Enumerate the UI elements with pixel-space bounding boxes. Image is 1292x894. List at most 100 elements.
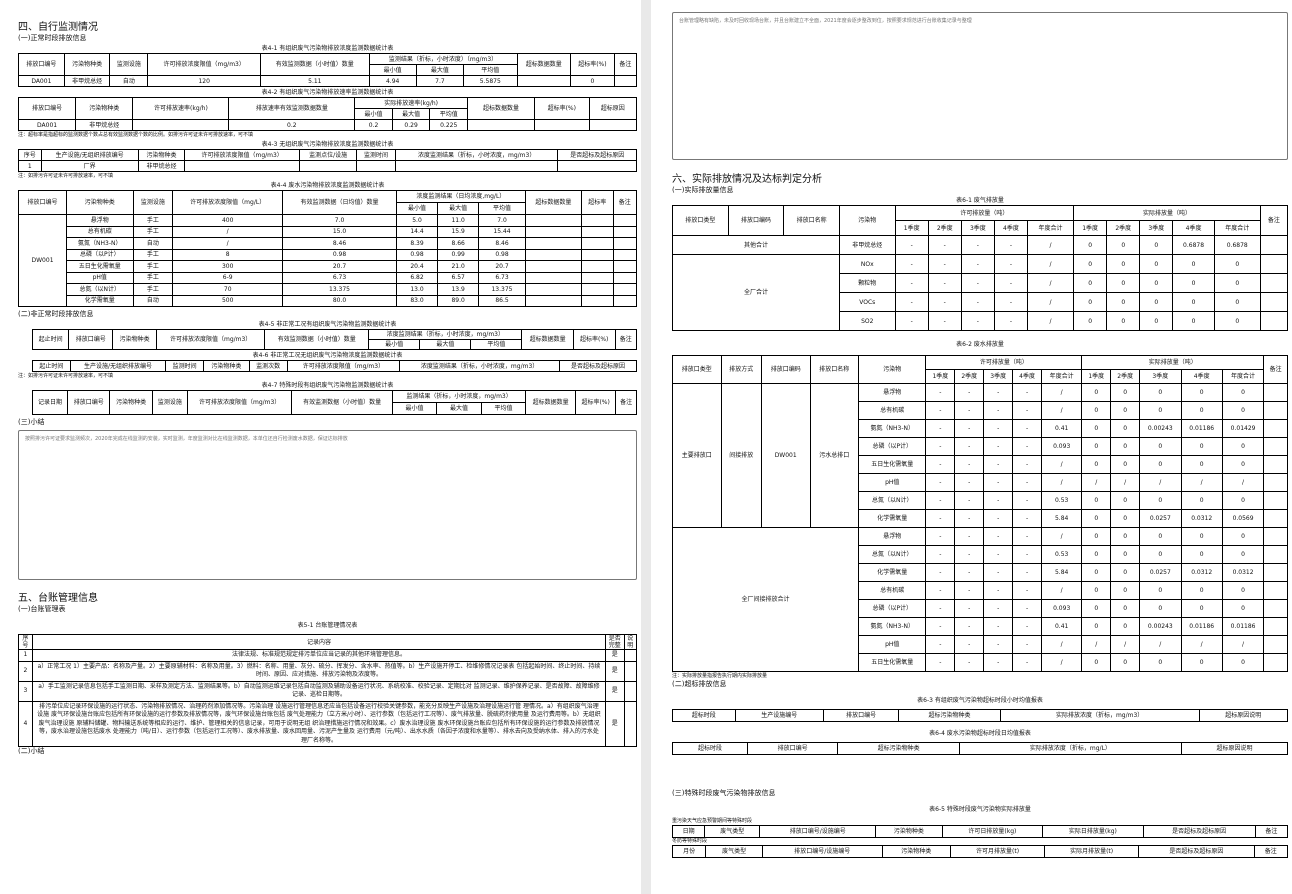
table-cell: 0 [1213, 254, 1261, 274]
table-cell: - [925, 383, 956, 402]
table-cell: 悬浮物 [858, 383, 927, 402]
table-cell: 0.01186 [1180, 419, 1223, 438]
table-cell: 0 [1110, 383, 1141, 402]
table-cell: - [954, 617, 985, 636]
table-cell: 0.2 [228, 119, 356, 131]
table-cell [581, 283, 614, 296]
table-caption: 表6-2 废水排放量 [956, 341, 1004, 348]
table-6-2: 排放口类型 排放方式 排放口编码 排放口名称 污染物 许可排放量（吨） 实际排放量（吨） 备注… [671, 355, 1288, 672]
table-cell [1263, 581, 1288, 600]
table-header-cell: 超标污染物种类 [898, 709, 1001, 722]
summary-textarea[interactable]: 按照排污许可证要求监测频次，2020年完成在线监测的安装，实时监测，年度监测对比… [18, 430, 637, 580]
table-header-cell: 污染物种类 [109, 390, 153, 415]
table-cell: 0.0312 [1180, 563, 1223, 582]
table-header-row: 起止时间 排放口编号 污染物种类 许可排放浓度限值（mg/m3） 有效监测数据（小时值）… [31, 329, 638, 350]
table-cell: 0 [1172, 311, 1215, 331]
table-cell: / [1180, 473, 1223, 492]
table-cell: 五日生化需氧量 [858, 455, 927, 474]
table-cell [623, 700, 637, 747]
table-cell: / [1081, 635, 1112, 654]
table-cell: 0 [1180, 581, 1223, 600]
table-header-cell: 许可排放浓度限值（mg/m3） [184, 149, 301, 161]
table-cell: - [983, 401, 1014, 420]
table-header-row: 最小值 最大值 平均值 [33, 402, 637, 415]
table-cell: 8.46 [282, 237, 397, 250]
table-cell: 6.73 [282, 271, 397, 284]
table-cell: 5.84 [1041, 509, 1083, 528]
table-cell: / [1041, 581, 1083, 600]
table-cell [588, 119, 638, 131]
table-cell [1263, 545, 1288, 564]
table-header-cell: 排放口编号 [18, 53, 65, 76]
table-header-row: 月份 废气类型 排放口编号/设施编号 污染物种类 许可月排放量(t) 实际月排放量(t) 是… [671, 845, 1289, 858]
table-header-cell: 排放口编号/设施编号 [762, 845, 883, 858]
table-header-row: 超标时段 排放口编号 超标污染物种类 实际排放浓度（折标，mg/L） 超标原因说明 [672, 742, 1288, 755]
table-cell: 0 [1180, 527, 1223, 546]
table-header-cell: 超标污染物种类 [837, 742, 960, 755]
table-cell [1263, 617, 1288, 636]
table-cell: 13.375 [478, 283, 526, 296]
table-cell: 7.0 [478, 214, 526, 227]
table-cell: 0 [1139, 599, 1182, 618]
table-cell: / [1041, 527, 1083, 546]
table-cell: - [1012, 419, 1043, 438]
table-cell: 0.01186 [1221, 617, 1265, 636]
table-header-row: 排放口类型 排放方式 排放口编码 排放口名称 污染物 许可排放量（吨） 实际排放量（吨） 备注 [672, 355, 1288, 384]
table-header-cell: 生产设施/无组织排放编号 [40, 149, 139, 161]
table-cell: 5.11 [260, 75, 370, 87]
table-cell [581, 294, 614, 307]
table-cell: - [925, 635, 956, 654]
table-cell: 8.66 [437, 237, 480, 250]
table-header-cell: 实际排放量（吨） [1081, 355, 1265, 370]
table-header-cell: 排放口编码 [760, 355, 811, 384]
table-row: DA001 非甲烷总烃 0.2 0.2 0.29 0.225 [17, 119, 638, 131]
table-label: 重污染天气应急预警期间等特殊时段 [672, 818, 753, 824]
table-cell: 是 [605, 660, 625, 682]
table-header-cell: 监测结果（折标，小时浓度）（mg/m3） [368, 53, 518, 65]
table-cell: 8 [172, 248, 284, 261]
table-header-cell: 1季度 [925, 369, 956, 384]
table-header-cell: 排放口名称 [809, 355, 860, 384]
table-cell: 厂界 [40, 160, 139, 172]
table-row: 全厂合计 NOx - - - -/0 0 0 0 0 [672, 254, 1289, 331]
table-cell: DA001 [17, 119, 77, 131]
table-cell: 非甲烷总烃 [838, 235, 896, 255]
table-cell: pH值 [858, 473, 927, 492]
table-cell: - [894, 235, 929, 255]
table-cell: 0 [1110, 563, 1141, 582]
table-cell: - [983, 491, 1014, 510]
table-cell: 总氮（以N计） [858, 491, 927, 510]
table-header-cell: 许可排放浓度限值（mg/m3） [186, 390, 293, 415]
table-cell: 0 [570, 75, 615, 87]
table-caption: 表4-2 有组织废气污染物排放速率监测数据统计表 [261, 89, 394, 96]
ledger-summary-textarea[interactable]: 台账管理略有缺陷，未及时回收现场台账，并且台账建立不全面，2021年度会逐步整改… [672, 12, 1288, 160]
table-cell: - [954, 527, 985, 546]
table-header-cell: 日期 [671, 825, 706, 838]
table-cell: DW001 [760, 383, 811, 528]
table-4-1: 排放口编号 污染物种类 监测设施 许可排放浓度限值（mg/m3） 有效监测数据（小时值）… [18, 53, 638, 87]
table-header-cell: 污染物种类 [875, 825, 943, 838]
table-header-cell: 许可月排放量(t) [950, 845, 1046, 858]
table-cell: 总磷（以P计） [66, 248, 134, 261]
table-row: DW001 悬浮物 手工 400 7.0 5.0 11.0 7.0 [17, 214, 638, 307]
table-header-cell: 记录内容 [31, 634, 607, 650]
table-cell: 氨氮（NH3-N） [66, 237, 134, 250]
table-cell: 0 [1081, 563, 1112, 582]
data-table: 超标时段 生产设施编号 排放口编号 超标污染物种类 实际排放浓度（折标，mg/m3） 超标… [672, 709, 1289, 722]
table-header-cell: 监测设施 [132, 190, 174, 215]
table-cell: 非甲烷总烃 [75, 119, 134, 131]
table-cell [1259, 235, 1289, 255]
table-header-cell: 污染物种类 [63, 53, 111, 76]
table-header-cell: 2季度 [954, 369, 985, 384]
table-header-cell: 是否超标及超标原因 [557, 149, 637, 161]
table-header-cell: 平均值 [480, 402, 527, 415]
table-header-cell: 最小值 [395, 202, 439, 215]
table-header-cell: 年度合计 [1213, 220, 1261, 236]
table-cell: - [983, 563, 1014, 582]
table-header-cell: 许可日排放量(kg) [941, 825, 1044, 838]
table-cell: 400 [172, 214, 284, 227]
table-cell: - [993, 254, 1029, 274]
table-cell: 0 [1213, 292, 1261, 312]
table-cell: 0 [1081, 581, 1112, 600]
table-row: pH值 手工 6-9 6.73 6.82 6.57 6.73 [19, 271, 638, 284]
